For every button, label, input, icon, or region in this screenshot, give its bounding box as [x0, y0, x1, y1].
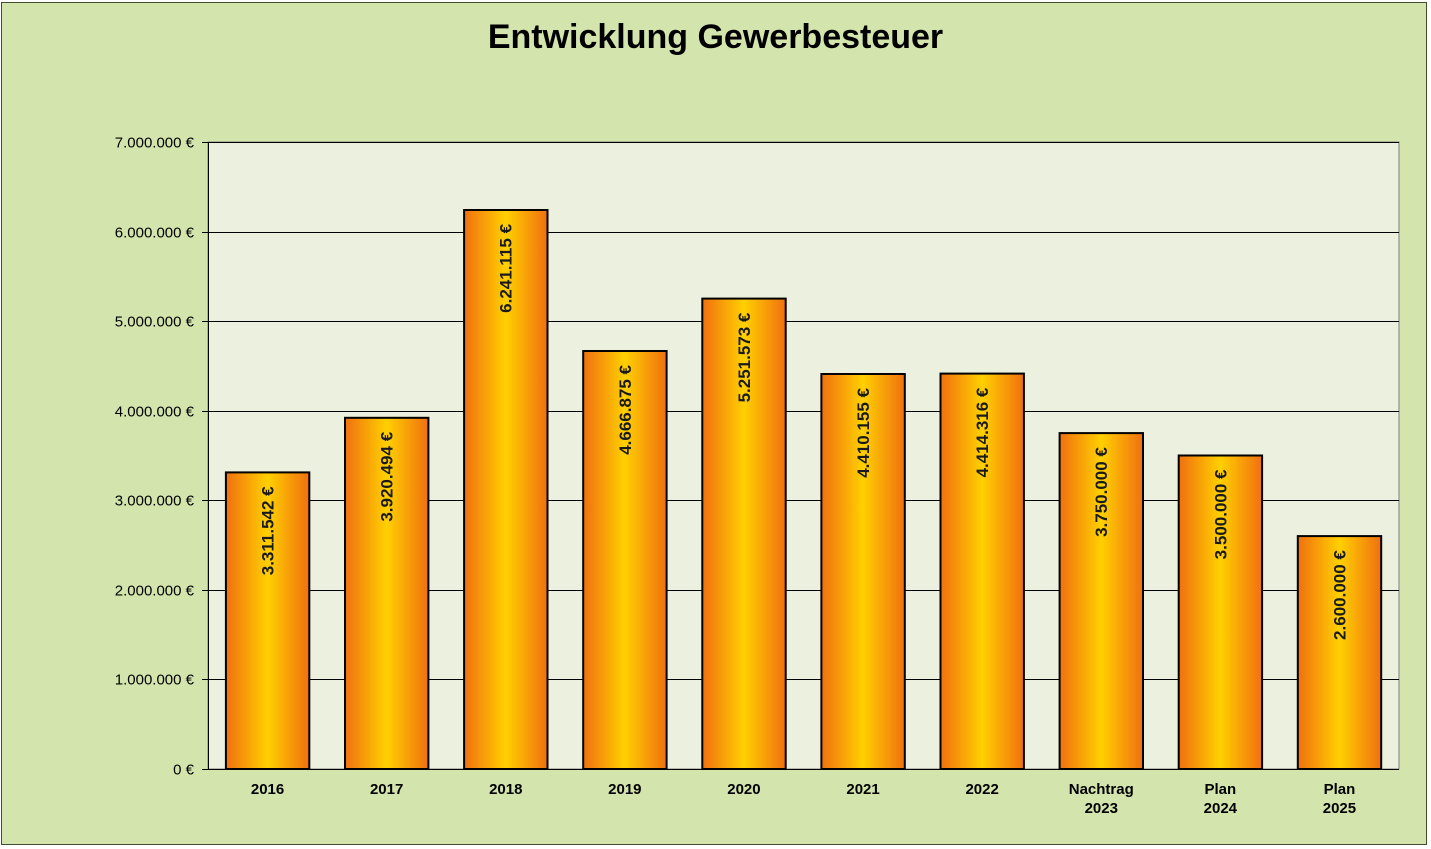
x-tick-label: 2022: [965, 781, 998, 798]
x-tick-label: 2018: [489, 781, 522, 798]
y-tick-label: 3.000.000 €: [115, 493, 195, 510]
bar-value-label: 5.251.573 €: [735, 312, 754, 402]
x-tick-label: 2019: [608, 781, 641, 798]
x-tick-label: 2017: [370, 781, 403, 798]
x-tick-label: 2023: [1085, 800, 1118, 817]
bar-value-label: 6.241.115 €: [497, 223, 516, 312]
bar-value-label: 3.920.494 €: [378, 431, 397, 521]
bar: [701, 297, 787, 770]
bar: [582, 350, 668, 770]
bar-value-label: 4.410.155 €: [854, 387, 873, 477]
bar: [820, 373, 906, 770]
x-tick-label: 2021: [846, 781, 879, 798]
y-tick-label: 7.000.000 €: [115, 135, 195, 152]
x-tick-label: Plan: [1205, 781, 1237, 798]
bar: [463, 209, 549, 770]
bar: [1177, 454, 1264, 770]
bar: [1296, 535, 1383, 770]
bar: [224, 471, 311, 770]
y-tick-label: 4.000.000 €: [115, 404, 195, 421]
x-tick-label: Nachtrag: [1069, 781, 1134, 798]
x-tick-label: 2025: [1323, 800, 1356, 817]
bar: [1058, 432, 1144, 770]
y-tick-label: 1.000.000 €: [115, 672, 195, 689]
bar-value-label: 3.750.000 €: [1092, 447, 1111, 537]
x-tick-label: 2016: [251, 781, 284, 798]
labels: 0 € 1.000.000 € 2.000.000 € 3.000.000 € 4.00…: [115, 135, 1356, 818]
x-tick-label: Plan: [1324, 781, 1356, 798]
bar: [344, 416, 430, 770]
bars: [224, 209, 1383, 770]
bar-value-label: 2.600.000 €: [1330, 550, 1349, 640]
bar-value-label: 4.666.875 €: [616, 364, 635, 454]
x-tick-label: 2020: [727, 781, 760, 798]
bar-value-label: 4.414.316 €: [973, 387, 992, 477]
y-tick-label: 0 €: [173, 762, 195, 779]
y-tick-label: 2.000.000 €: [115, 583, 195, 600]
x-tick-label: 2024: [1204, 800, 1238, 817]
bar: [939, 372, 1025, 770]
bar-value-label: 3.311.542 €: [259, 486, 278, 575]
chart-title: Entwicklung Gewerbesteuer: [487, 18, 944, 56]
y-tick-label: 6.000.000 €: [115, 225, 195, 242]
y-tick-label: 5.000.000 €: [115, 314, 195, 331]
bar-value-label: 3.500.000 €: [1211, 469, 1230, 559]
